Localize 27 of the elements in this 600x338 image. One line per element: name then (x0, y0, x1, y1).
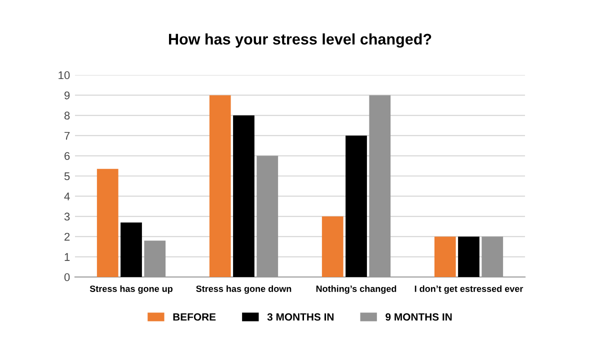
bar (233, 115, 254, 277)
y-tick-label: 1 (64, 253, 70, 261)
y-tick-label: 10 (58, 71, 70, 80)
chart-title: How has your stress level changed? (169, 33, 432, 48)
bar (434, 236, 456, 277)
bar (346, 136, 367, 277)
y-tick-label: 5 (64, 172, 70, 180)
bar (209, 95, 231, 277)
x-tick-label: Nothing’s changed (316, 285, 396, 294)
y-tick-label: 6 (64, 152, 70, 160)
legend-label: BEFORE (173, 313, 216, 321)
y-tick-label: 8 (64, 112, 70, 120)
y-tick-label: 3 (64, 212, 70, 221)
bar (322, 216, 344, 277)
y-tick-label: 2 (64, 232, 70, 241)
y-tick-label: 7 (64, 132, 70, 140)
y-tick-label: 9 (64, 91, 70, 100)
legend-label: 9 MONTHS IN (386, 313, 452, 321)
x-tick-label: Stress has gone down (196, 285, 292, 294)
bar (96, 168, 118, 277)
bar (120, 222, 142, 277)
y-tick-label: 4 (64, 192, 70, 200)
y-tick-label: 0 (64, 273, 70, 282)
x-tick-label: Stress has gone up (90, 285, 173, 294)
bar (458, 236, 480, 277)
x-tick-label: I don’t get estressed ever (414, 285, 524, 294)
legend-label: 3 MONTHS IN (267, 313, 334, 321)
